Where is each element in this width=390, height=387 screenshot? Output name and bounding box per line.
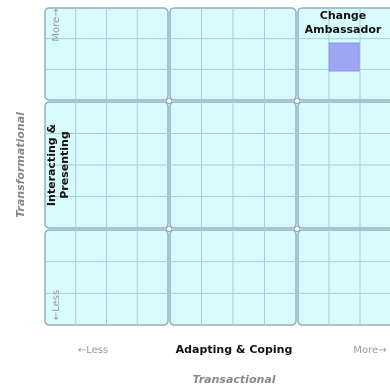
marker xyxy=(328,42,360,72)
x-low: ←Less xyxy=(78,345,108,356)
x-label: Adapting & Coping xyxy=(176,343,293,356)
y-title: Transformational xyxy=(14,112,27,218)
joint xyxy=(294,226,300,232)
marker-label: Ambassador xyxy=(305,23,382,36)
y-label: Interacting & xyxy=(45,124,58,207)
y-label: Interacting &Presenting xyxy=(45,124,71,207)
grid xyxy=(44,7,390,326)
marker-label: Change xyxy=(320,9,367,22)
x-title: Transactional xyxy=(192,373,275,386)
y-label: Presenting xyxy=(58,131,71,199)
box xyxy=(297,229,390,326)
y-high: More→ xyxy=(51,8,62,41)
joint xyxy=(294,98,300,104)
x-high: More→ xyxy=(353,345,386,356)
joint xyxy=(166,98,172,104)
y-low: ←Less xyxy=(51,290,62,320)
joint xyxy=(166,226,172,232)
